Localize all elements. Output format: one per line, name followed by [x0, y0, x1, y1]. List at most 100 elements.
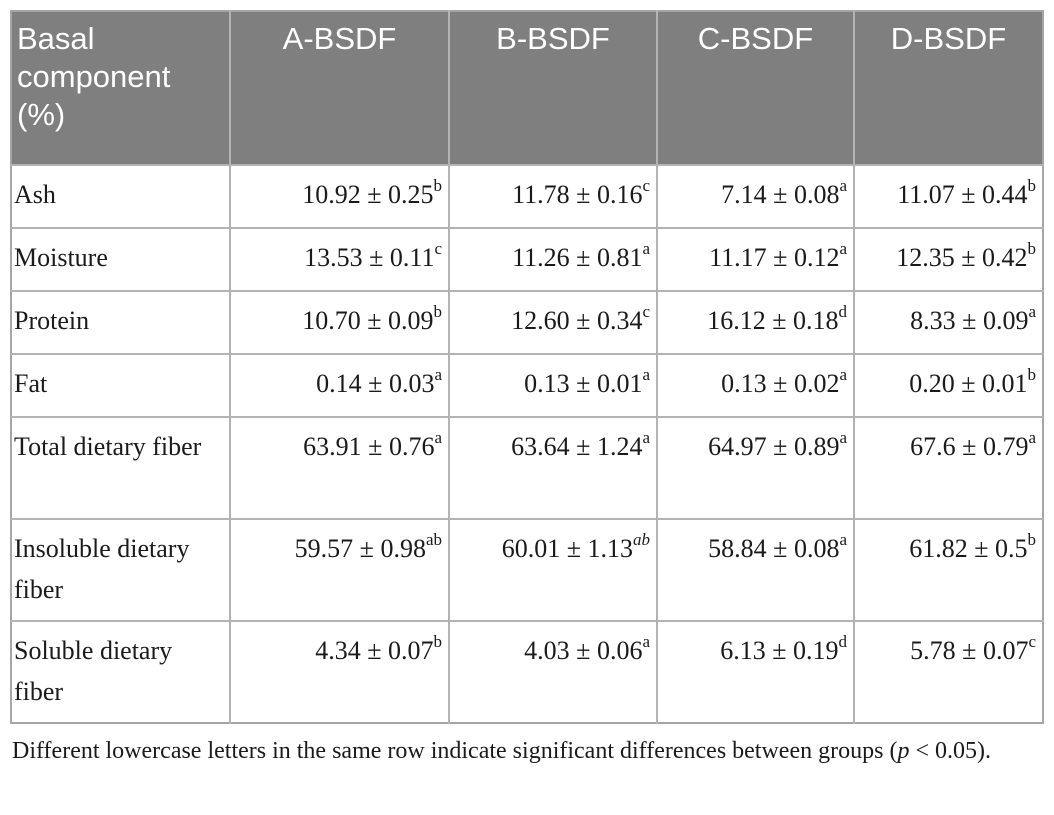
significance-letter: c [434, 239, 442, 259]
significance-letter: d [838, 632, 848, 652]
table-cell: 10.92 ± 0.25b [229, 164, 449, 228]
cell-value: 0.14 ± 0.03 [316, 369, 435, 398]
significance-letter: a [1028, 302, 1036, 322]
table-cell: 4.34 ± 0.07b [229, 620, 449, 723]
table-cell: 13.53 ± 0.11c [229, 227, 449, 291]
cell-value: 12.60 ± 0.34 [511, 306, 643, 335]
table-row: Protein 10.70 ± 0.09b 12.60 ± 0.34c 16.12 ±… [11, 290, 1043, 354]
cell-value: 4.34 ± 0.07 [315, 636, 434, 665]
significance-letter: b [1027, 530, 1037, 550]
significance-letter: b [1027, 365, 1037, 385]
row-label: Fat [11, 353, 230, 417]
cell-value: 7.14 ± 0.08 [721, 180, 840, 209]
cell-value: 12.35 ± 0.42 [896, 243, 1028, 272]
table-row: Moisture 13.53 ± 0.11c 11.26 ± 0.81a 11.17 … [11, 227, 1043, 291]
cell-value: 67.6 ± 0.79 [910, 432, 1029, 461]
significance-letter: a [434, 428, 442, 448]
significance-letter: c [642, 302, 650, 322]
cell-value: 0.13 ± 0.01 [524, 369, 643, 398]
table-header: Basal component (%) A-BSDF B-BSDF C-BSDF… [11, 11, 1043, 165]
significance-letter: d [838, 302, 848, 322]
row-label: Protein [11, 290, 230, 354]
table-row: Total dietary fiber 63.91 ± 0.76a 63.64 ± … [11, 416, 1043, 519]
row-label: Ash [11, 164, 230, 228]
cell-value: 6.13 ± 0.19 [720, 636, 839, 665]
significance-letter: b [433, 302, 443, 322]
cell-value: 63.91 ± 0.76 [303, 432, 435, 461]
significance-letter: a [642, 428, 650, 448]
significance-letter: a [839, 530, 847, 550]
significance-letter: b [433, 176, 443, 196]
significance-letter: a [839, 239, 847, 259]
significance-letter: c [642, 176, 650, 196]
header-row: Basal component (%) A-BSDF B-BSDF C-BSDF… [11, 11, 1043, 165]
cell-value: 11.07 ± 0.44 [897, 180, 1028, 209]
significance-letter: b [1027, 239, 1037, 259]
row-label: Total dietary fiber [11, 416, 230, 519]
table-cell: 7.14 ± 0.08a [656, 164, 854, 228]
cell-value: 63.64 ± 1.24 [511, 432, 643, 461]
table-cell: 58.84 ± 0.08a [656, 518, 854, 621]
composition-table-container: Basal component (%) A-BSDF B-BSDF C-BSDF… [10, 10, 1044, 724]
significance-letter: a [839, 428, 847, 448]
header-basal-component: Basal component (%) [11, 11, 230, 165]
cell-value: 0.20 ± 0.01 [909, 369, 1028, 398]
table-cell: 5.78 ± 0.07c [853, 620, 1043, 723]
cell-value: 4.03 ± 0.06 [524, 636, 643, 665]
cell-value: 64.97 ± 0.89 [708, 432, 840, 461]
footnote-text: Different lowercase letters in the same … [12, 738, 898, 764]
significance-letter: a [839, 176, 847, 196]
cell-value: 58.84 ± 0.08 [708, 534, 840, 563]
cell-value: 11.78 ± 0.16 [512, 180, 643, 209]
table-cell: 60.01 ± 1.13ab [448, 518, 657, 621]
significance-letter: b [433, 632, 443, 652]
table-cell: 0.13 ± 0.02a [656, 353, 854, 417]
significance-letter: a [839, 365, 847, 385]
table-row: Soluble dietary fiber 4.34 ± 0.07b 4.03 ± … [11, 620, 1043, 723]
cell-value: 60.01 ± 1.13 [501, 534, 633, 563]
table-cell: 0.14 ± 0.03a [229, 353, 449, 417]
cell-value: 13.53 ± 0.11 [304, 243, 435, 272]
significance-letter: ab [425, 530, 442, 550]
header-b-bsdf: B-BSDF [448, 11, 657, 165]
footnote-p-variable: p [897, 738, 910, 764]
table-row: Insoluble dietary fiber 59.57 ± 0.98ab 60.… [11, 518, 1043, 621]
table-cell: 0.13 ± 0.01a [448, 353, 657, 417]
table-cell: 6.13 ± 0.19d [656, 620, 854, 723]
significance-letter: a [642, 632, 650, 652]
table-cell: 11.26 ± 0.81a [448, 227, 657, 291]
table-cell: 67.6 ± 0.79a [853, 416, 1043, 519]
table-cell: 10.70 ± 0.09b [229, 290, 449, 354]
cell-value: 10.70 ± 0.09 [302, 306, 434, 335]
significance-letter: a [1028, 428, 1036, 448]
table-footnote: Different lowercase letters in the same … [12, 732, 1042, 770]
row-label: Insoluble dietary fiber [11, 518, 230, 621]
significance-letter: c [1028, 632, 1036, 652]
composition-table: Basal component (%) A-BSDF B-BSDF C-BSDF… [10, 10, 1044, 724]
table-cell: 12.35 ± 0.42b [853, 227, 1043, 291]
significance-letter: ab [633, 530, 650, 550]
table-cell: 64.97 ± 0.89a [656, 416, 854, 519]
table-cell: 4.03 ± 0.06a [448, 620, 657, 723]
table-cell: 16.12 ± 0.18d [656, 290, 854, 354]
table-cell: 59.57 ± 0.98ab [229, 518, 449, 621]
table-cell: 11.17 ± 0.12a [656, 227, 854, 291]
table-body: Ash 10.92 ± 0.25b 11.78 ± 0.16c 7.14 ± 0.08… [11, 164, 1043, 723]
table-cell: 0.20 ± 0.01b [853, 353, 1043, 417]
significance-letter: a [434, 365, 442, 385]
footnote-tail: < 0.05). [909, 738, 991, 764]
row-label: Soluble dietary fiber [11, 620, 230, 723]
cell-value: 5.78 ± 0.07 [910, 636, 1029, 665]
cell-value: 10.92 ± 0.25 [302, 180, 434, 209]
header-a-bsdf: A-BSDF [229, 11, 449, 165]
cell-value: 59.57 ± 0.98 [294, 534, 426, 563]
table-cell: 11.78 ± 0.16c [448, 164, 657, 228]
table-row: Ash 10.92 ± 0.25b 11.78 ± 0.16c 7.14 ± 0.08… [11, 164, 1043, 228]
table-cell: 61.82 ± 0.5b [853, 518, 1043, 621]
row-label: Moisture [11, 227, 230, 291]
table-cell: 12.60 ± 0.34c [448, 290, 657, 354]
header-d-bsdf: D-BSDF [853, 11, 1043, 165]
cell-value: 11.26 ± 0.81 [512, 243, 643, 272]
table-cell: 63.64 ± 1.24a [448, 416, 657, 519]
significance-letter: a [642, 239, 650, 259]
